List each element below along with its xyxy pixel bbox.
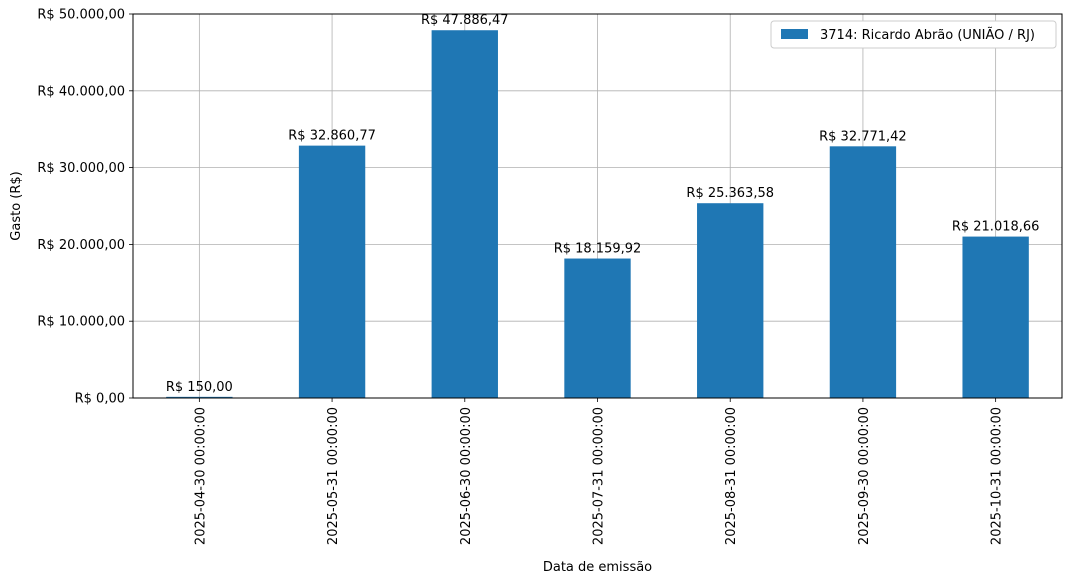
bar-value-label: R$ 150,00	[166, 380, 233, 395]
x-tick-label: 2025-08-31 00:00:00	[724, 407, 739, 545]
bar	[166, 396, 233, 398]
y-axis-label: Gasto (R$)	[9, 171, 24, 240]
y-tick-label: R$ 30.000,00	[37, 161, 125, 176]
bar	[431, 30, 498, 399]
data-labels: R$ 150,00 R$ 32.860,77 R$ 47.886,47 R$ 18.1…	[166, 13, 1040, 395]
bar-value-label: R$ 25.363,58	[686, 186, 774, 201]
bar	[697, 203, 764, 398]
x-tick-label: 2025-05-31 00:00:00	[326, 407, 341, 545]
bar	[298, 145, 366, 398]
y-tick-label: R$ 50.000,00	[37, 8, 125, 23]
bar-value-label: R$ 18.159,92	[554, 242, 642, 257]
bars	[166, 30, 1029, 399]
x-tick-label: 2025-06-30 00:00:00	[459, 407, 474, 545]
legend: 3714: Ricardo Abrão (UNIÃO / RJ)	[770, 20, 1057, 49]
legend-box	[770, 20, 1057, 49]
x-tick-label: 2025-07-31 00:00:00	[592, 407, 607, 545]
bar-value-label: R$ 32.771,42	[819, 129, 907, 144]
bar-value-label: R$ 21.018,66	[952, 220, 1040, 235]
bar	[962, 236, 1029, 398]
bar	[564, 258, 631, 398]
y-tick-label: R$ 40.000,00	[37, 84, 125, 99]
bar	[829, 146, 897, 398]
x-axis-ticks: 2025-04-30 00:00:00 2025-05-31 00:00:00 20…	[193, 398, 1005, 545]
legend-swatch	[781, 29, 808, 39]
y-tick-label: R$ 20.000,00	[37, 238, 125, 253]
x-axis-label: Data de emissão	[543, 560, 652, 575]
bar-value-label: R$ 47.886,47	[421, 13, 509, 28]
x-tick-label: 2025-10-31 00:00:00	[990, 407, 1005, 545]
y-tick-label: R$ 0,00	[75, 392, 125, 407]
y-tick-label: R$ 10.000,00	[37, 315, 125, 330]
x-tick-label: 2025-04-30 00:00:00	[193, 407, 208, 545]
y-axis-ticks: R$ 0,00 R$ 10.000,00 R$ 20.000,00 R$ 30.000…	[37, 8, 133, 407]
x-tick-label: 2025-09-30 00:00:00	[857, 407, 872, 545]
legend-label: 3714: Ricardo Abrão (UNIÃO / RJ)	[820, 27, 1035, 43]
bar-value-label: R$ 32.860,77	[288, 129, 376, 144]
